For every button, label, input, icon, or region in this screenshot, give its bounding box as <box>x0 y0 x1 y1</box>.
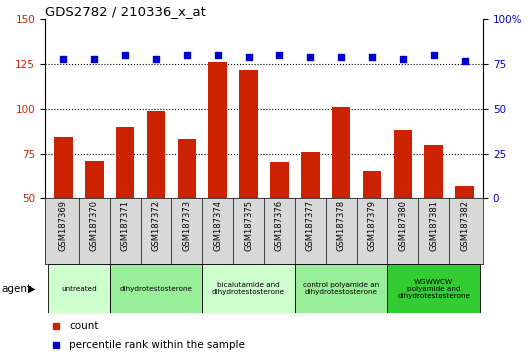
Bar <box>110 264 202 313</box>
Text: GSM187370: GSM187370 <box>90 200 99 251</box>
Bar <box>332 107 351 287</box>
Bar <box>425 145 443 287</box>
Bar <box>455 186 474 287</box>
Bar <box>209 62 227 287</box>
Text: GSM187379: GSM187379 <box>367 200 376 251</box>
Point <box>306 54 315 60</box>
Point <box>460 58 469 63</box>
Text: GSM187381: GSM187381 <box>429 200 438 251</box>
Bar <box>147 111 165 287</box>
Text: GSM187376: GSM187376 <box>275 200 284 251</box>
Point <box>244 54 253 60</box>
Bar <box>202 264 295 313</box>
Text: ▶: ▶ <box>28 284 35 293</box>
Text: dihydrotestosterone: dihydrotestosterone <box>119 286 193 291</box>
Point <box>429 52 438 58</box>
Text: bicalutamide and
dihydrotestosterone: bicalutamide and dihydrotestosterone <box>212 282 285 295</box>
Text: GSM187372: GSM187372 <box>152 200 161 251</box>
Point <box>337 54 345 60</box>
Bar <box>270 162 289 287</box>
Bar <box>363 171 381 287</box>
Text: control polyamide an
dihydrotestosterone: control polyamide an dihydrotestosterone <box>303 282 379 295</box>
Bar <box>54 137 73 287</box>
Text: GSM187382: GSM187382 <box>460 200 469 251</box>
Text: count: count <box>69 321 99 331</box>
Text: GDS2782 / 210336_x_at: GDS2782 / 210336_x_at <box>45 5 206 18</box>
Text: GSM187380: GSM187380 <box>399 200 408 251</box>
Bar <box>301 152 319 287</box>
Point <box>213 52 222 58</box>
Text: GSM187378: GSM187378 <box>337 200 346 251</box>
Point <box>90 56 99 62</box>
Point <box>183 52 191 58</box>
Bar <box>388 264 480 313</box>
Text: GSM187377: GSM187377 <box>306 200 315 251</box>
Bar <box>116 127 135 287</box>
Text: GSM187373: GSM187373 <box>182 200 191 251</box>
Point <box>121 52 129 58</box>
Point <box>152 56 160 62</box>
Point <box>399 56 407 62</box>
Bar <box>393 130 412 287</box>
Point <box>368 54 376 60</box>
Point <box>59 56 68 62</box>
Text: WGWWCW
polyamide and
dihydrotestosterone: WGWWCW polyamide and dihydrotestosterone <box>397 279 470 298</box>
Point <box>275 52 284 58</box>
Text: GSM187371: GSM187371 <box>120 200 129 251</box>
Bar <box>239 69 258 287</box>
Text: GSM187375: GSM187375 <box>244 200 253 251</box>
Bar <box>48 264 110 313</box>
Text: GSM187369: GSM187369 <box>59 200 68 251</box>
Bar <box>295 264 388 313</box>
Text: untreated: untreated <box>61 286 97 291</box>
Bar <box>177 139 196 287</box>
Text: agent: agent <box>2 284 32 293</box>
Text: GSM187374: GSM187374 <box>213 200 222 251</box>
Text: percentile rank within the sample: percentile rank within the sample <box>69 340 245 350</box>
Bar <box>85 161 103 287</box>
